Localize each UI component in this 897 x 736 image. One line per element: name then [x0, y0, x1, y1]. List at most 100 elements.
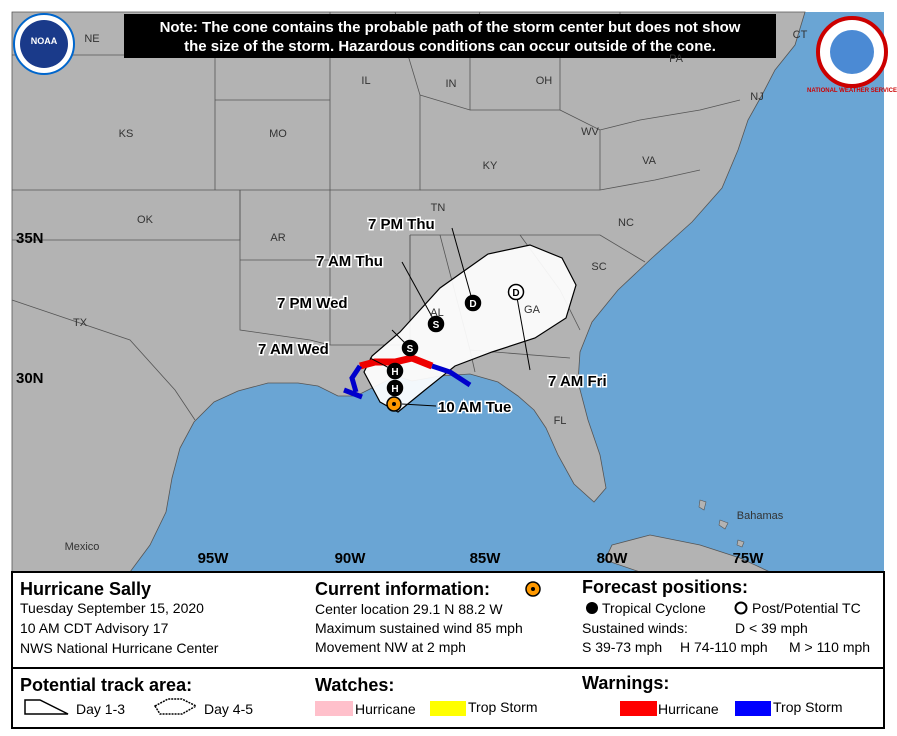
legend-panel: Hurricane Sally Tuesday September 15, 20…	[11, 571, 885, 729]
forecast-time-label: 7 AM Wed	[258, 341, 329, 358]
current-heading: Current information:	[315, 579, 490, 599]
forecast-point	[507, 283, 525, 301]
note-line: Note: The cone contains the probable pat…	[160, 19, 741, 36]
legend-post-symbol	[734, 601, 748, 615]
region-label: OK	[137, 214, 154, 226]
legend-tc-symbol	[586, 602, 598, 614]
tropical-storm-warning-coast	[343, 363, 472, 400]
region-label: IL	[361, 75, 370, 87]
legend-text: Day 4-5	[204, 701, 253, 717]
forecast-symbol: S	[433, 320, 440, 331]
current-line: Movement NW at 2 mph	[315, 639, 466, 655]
forecast-time-label: 7 AM Thu	[316, 253, 383, 270]
hurricane-warning-swatch	[620, 701, 657, 716]
region-label: MO	[269, 128, 287, 140]
region-label: KY	[483, 160, 498, 172]
forecast-point	[401, 339, 419, 357]
region-label: VA	[642, 155, 657, 167]
logo-text: NATIONAL WEATHER SERVICE	[807, 88, 897, 94]
region-label: TX	[73, 317, 88, 329]
storm-name: Hurricane Sally	[20, 579, 151, 599]
region-label: AL	[430, 307, 443, 319]
bahamas	[698, 499, 745, 548]
legend-text: Trop Storm	[468, 699, 538, 715]
legend-text: Hurricane	[658, 701, 719, 717]
noaa-logo: NOAA	[13, 13, 75, 75]
forecast-time-label: 7 PM Wed	[277, 295, 348, 312]
forecast-heading: Forecast positions:	[582, 577, 748, 597]
region-label: IN	[446, 78, 457, 90]
forecast-point	[427, 315, 445, 333]
region-label: OH	[536, 75, 553, 87]
current-icon-dot	[531, 587, 535, 591]
legend-text: M > 110 mph	[789, 639, 870, 655]
info-line: 10 AM CDT Advisory 17	[20, 620, 169, 636]
legend-text: S 39-73 mph	[582, 639, 662, 655]
longitude-label: 90W	[335, 550, 367, 567]
forecast-point	[386, 362, 404, 380]
legend-text: Post/Potential TC	[752, 600, 861, 616]
label-leader	[515, 291, 531, 371]
region-label: NJ	[750, 91, 763, 103]
forecast-point	[464, 294, 482, 312]
forecast-symbol: H	[391, 367, 398, 378]
latitude-label: 30N	[16, 370, 44, 387]
legend-text: H 74-110 mph	[680, 639, 768, 655]
longitude-label: 85W	[470, 550, 502, 567]
forecast-point	[386, 379, 404, 397]
forecast-time-label: 7 PM Thu	[368, 216, 435, 233]
legend-text: Sustained winds:	[582, 620, 688, 636]
forecast-symbol: S	[407, 344, 414, 355]
region-label: NC	[618, 217, 634, 229]
map: 10 AM Tue 7 AM Wed 7 PM Wed 7 AM Thu 7 PM Th…	[11, 11, 884, 573]
hurricane-warning-coast	[359, 354, 434, 370]
legend-text: Hurricane	[355, 701, 416, 717]
logo-text: NOAA	[31, 36, 58, 46]
forecast-track: 10 AM Tue 7 AM Wed 7 PM Wed 7 AM Thu 7 PM Th…	[257, 215, 609, 418]
hurricane-watch-swatch	[315, 701, 353, 716]
region-label: NE	[84, 33, 99, 45]
info-line: Tuesday September 15, 2020	[20, 600, 204, 616]
track-area-heading: Potential track area:	[20, 675, 192, 695]
label-leader	[401, 403, 437, 407]
region-label: PA	[669, 53, 684, 65]
region-label: Bahamas	[737, 510, 784, 522]
forecast-time-label: 7 AM Fri	[548, 373, 607, 390]
region-label: GA	[524, 304, 541, 316]
ts-warning-swatch	[735, 701, 771, 716]
label-leader	[401, 261, 437, 325]
forecast-symbol: D	[512, 288, 519, 299]
day13-swatch	[24, 699, 69, 715]
current-line: Maximum sustained wind 85 mph	[315, 620, 523, 636]
region-label: FL	[554, 415, 567, 427]
ts-watch-swatch	[430, 701, 466, 716]
cuba	[604, 534, 771, 573]
forecast-symbol: H	[391, 384, 398, 395]
day45-swatch	[153, 698, 198, 715]
current-time-label: 10 AM Tue	[438, 399, 511, 416]
longitude-label: 75W	[733, 550, 765, 567]
info-line: NWS National Hurricane Center	[20, 640, 219, 656]
note-box	[124, 14, 776, 58]
forecast-cone	[363, 244, 577, 413]
legend-text: D < 39 mph	[735, 620, 808, 636]
longitude-label: 95W	[198, 550, 230, 567]
legend-text: Trop Storm	[773, 699, 843, 715]
current-line: Center location 29.1 N 88.2 W	[315, 601, 503, 617]
region-label: CT	[793, 29, 808, 41]
region-label: AR	[270, 232, 285, 244]
nws-logo: NATIONAL WEATHER SERVICE	[807, 16, 897, 94]
current-position-dot	[392, 402, 396, 406]
latitude-label: 35N	[16, 230, 44, 247]
legend-text: Day 1-3	[76, 701, 125, 717]
note-line: the size of the storm. Hazardous conditi…	[184, 38, 716, 55]
region-label: KS	[119, 128, 134, 140]
region-label: TN	[431, 202, 446, 214]
graticule-labels: 35N 30N 95W 90W 85W 80W 75W	[16, 230, 764, 567]
region-label: Mexico	[65, 541, 100, 553]
label-leader	[451, 227, 474, 304]
forecast-symbol: D	[469, 299, 476, 310]
longitude-label: 80W	[597, 550, 629, 567]
region-label: WV	[581, 126, 599, 138]
